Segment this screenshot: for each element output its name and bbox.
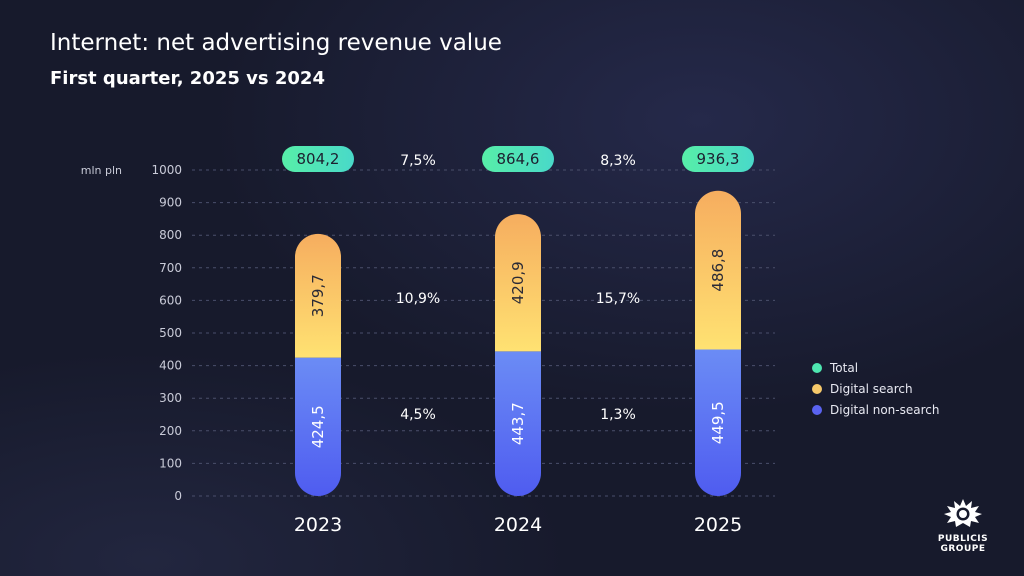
x-tick-label: 2024 <box>494 514 542 536</box>
y-tick-label: 100 <box>159 456 182 470</box>
bar-segment-digital-non-search <box>495 351 541 496</box>
y-tick-label: 1000 <box>151 163 182 177</box>
y-tick-label: 300 <box>159 391 182 405</box>
legend-label-total: Total <box>830 360 859 375</box>
y-tick-label: 400 <box>159 359 182 373</box>
growth-label-total: 7,5% <box>400 153 436 169</box>
chart-title: Internet: net advertising revenue value <box>50 30 502 56</box>
data-label-digital-non-search: 424,5 <box>309 405 327 448</box>
logo-line-1: PUBLICIS <box>937 534 989 544</box>
legend-item-digital-non-search: Digital non-search <box>812 399 939 420</box>
y-tick-label: 900 <box>159 196 182 210</box>
y-tick-label: 600 <box>159 293 182 307</box>
y-tick-label: 700 <box>159 261 182 275</box>
x-tick-label: 2023 <box>294 514 342 536</box>
legend-swatch-digital-non-search <box>812 404 822 415</box>
data-label-digital-search: 486,8 <box>709 249 727 292</box>
legend-swatch-total <box>812 362 822 373</box>
bar-segment-digital-non-search <box>295 357 341 496</box>
lion-head-icon <box>944 499 982 527</box>
data-label-digital-search: 420,9 <box>509 261 527 304</box>
legend: Total Digital search Digital non-search <box>812 357 939 420</box>
growth-label-digital-non-search: 1,3% <box>600 407 636 423</box>
publicis-groupe-logo: PUBLICIS GROUPE <box>928 496 998 554</box>
logo-line-2: GROUPE <box>940 544 986 554</box>
data-label-digital-non-search: 443,7 <box>509 402 527 445</box>
total-pill <box>282 146 354 172</box>
total-pill <box>682 146 754 172</box>
chart-subtitle: First quarter, 2025 vs 2024 <box>50 68 325 89</box>
data-label-digital-search: 379,7 <box>309 274 327 317</box>
y-tick-label: 200 <box>159 424 182 438</box>
legend-item-total: Total <box>812 357 939 378</box>
y-tick-label: 800 <box>159 228 182 242</box>
y-tick-label: 500 <box>159 326 182 340</box>
bar-segment-digital-non-search <box>695 349 741 496</box>
growth-label-total: 8,3% <box>600 153 636 169</box>
y-tick-label: 0 <box>174 489 182 503</box>
data-label-digital-non-search: 449,5 <box>709 401 727 444</box>
growth-label-digital-search: 15,7% <box>596 291 640 307</box>
legend-label-digital-non-search: Digital non-search <box>830 402 940 417</box>
x-tick-label: 2025 <box>694 514 742 536</box>
y-axis-label: mln pln <box>81 164 122 177</box>
legend-item-digital-search: Digital search <box>812 378 939 399</box>
bar-segment-digital-search <box>695 190 741 350</box>
total-label: 936,3 <box>697 150 740 168</box>
growth-label-digital-non-search: 4,5% <box>400 407 436 423</box>
bar-segment-digital-search <box>495 214 541 352</box>
total-label: 804,2 <box>297 150 340 168</box>
total-label: 864,6 <box>497 150 540 168</box>
total-pill <box>482 146 554 172</box>
growth-label-digital-search: 10,9% <box>396 291 440 307</box>
legend-label-digital-search: Digital search <box>830 381 913 396</box>
legend-swatch-digital-search <box>812 383 822 394</box>
bar-segment-digital-search <box>295 233 341 358</box>
